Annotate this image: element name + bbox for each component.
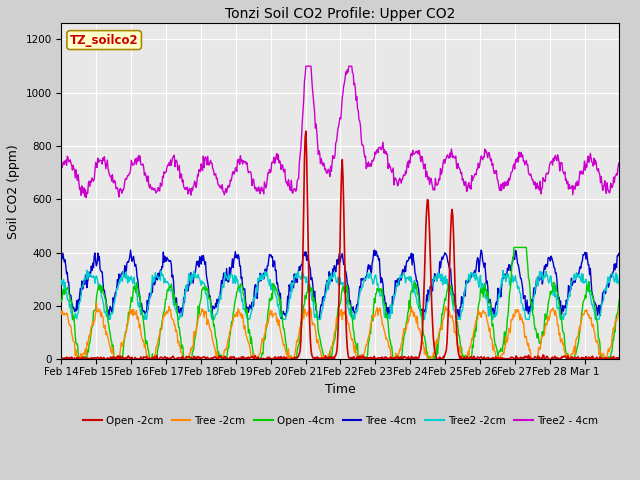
Legend: Open -2cm, Tree -2cm, Open -4cm, Tree -4cm, Tree2 -2cm, Tree2 - 4cm: Open -2cm, Tree -2cm, Open -4cm, Tree -4…	[79, 412, 602, 430]
Y-axis label: Soil CO2 (ppm): Soil CO2 (ppm)	[7, 144, 20, 239]
X-axis label: Time: Time	[325, 383, 356, 396]
Text: TZ_soilco2: TZ_soilco2	[70, 34, 138, 47]
Title: Tonzi Soil CO2 Profile: Upper CO2: Tonzi Soil CO2 Profile: Upper CO2	[225, 7, 456, 21]
